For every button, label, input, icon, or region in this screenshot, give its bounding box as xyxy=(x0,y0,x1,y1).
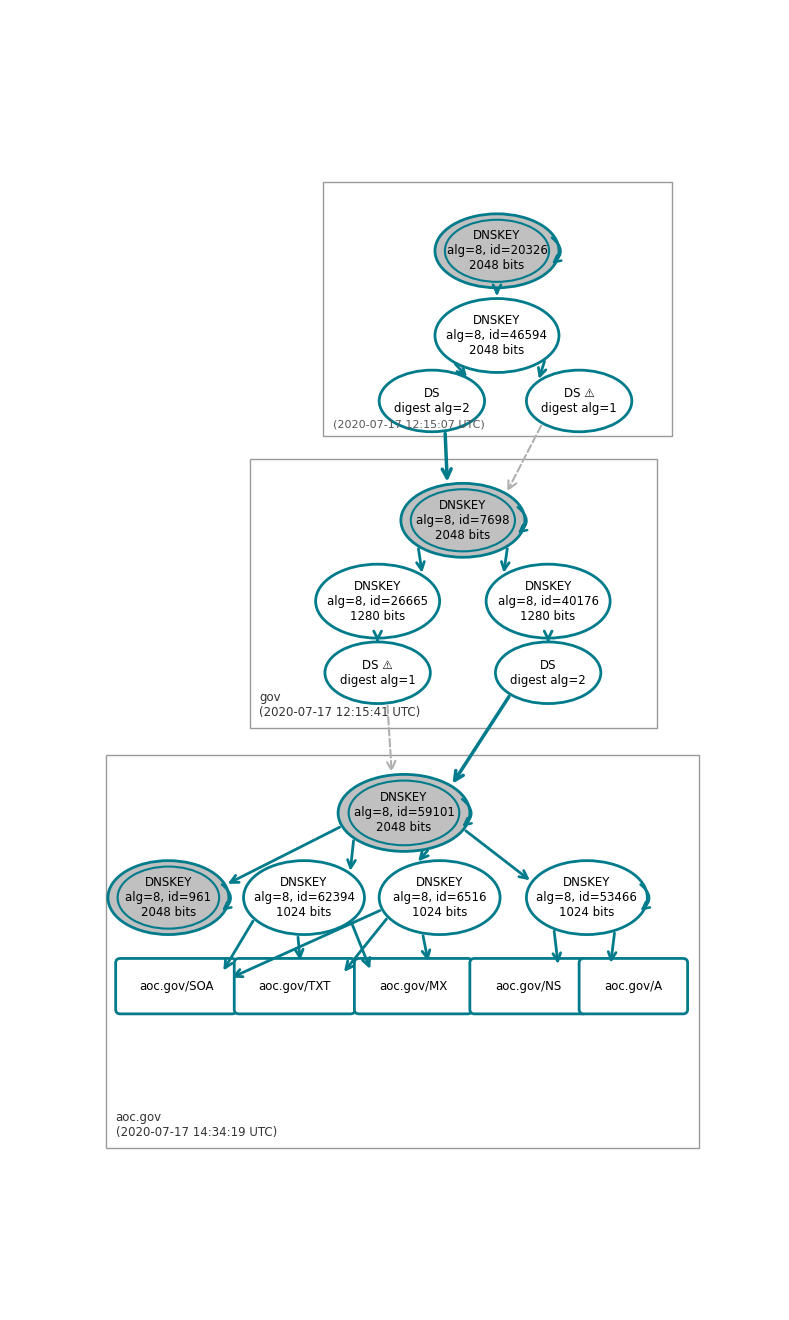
Ellipse shape xyxy=(526,370,632,432)
FancyArrowPatch shape xyxy=(222,884,231,909)
Text: aoc.gov/SOA: aoc.gov/SOA xyxy=(139,979,213,993)
FancyArrowPatch shape xyxy=(462,799,472,825)
Text: DS ⚠
digest alg=1: DS ⚠ digest alg=1 xyxy=(340,659,416,686)
Ellipse shape xyxy=(118,866,219,929)
Ellipse shape xyxy=(108,861,229,935)
Text: aoc.gov/MX: aoc.gov/MX xyxy=(380,979,447,993)
FancyBboxPatch shape xyxy=(470,958,588,1014)
Ellipse shape xyxy=(526,861,647,935)
FancyBboxPatch shape xyxy=(234,958,355,1014)
Text: aoc.gov/NS: aoc.gov/NS xyxy=(495,979,562,993)
FancyBboxPatch shape xyxy=(579,958,688,1014)
Ellipse shape xyxy=(325,642,430,704)
Text: DNSKEY
alg=8, id=20326
2048 bits: DNSKEY alg=8, id=20326 2048 bits xyxy=(447,230,548,272)
Ellipse shape xyxy=(445,219,549,282)
Ellipse shape xyxy=(244,861,365,935)
Text: aoc.gov/A: aoc.gov/A xyxy=(604,979,663,993)
FancyArrowPatch shape xyxy=(518,507,527,532)
Text: DNSKEY
alg=8, id=26665
1280 bits: DNSKEY alg=8, id=26665 1280 bits xyxy=(327,579,428,623)
Text: DNSKEY
alg=8, id=7698
2048 bits: DNSKEY alg=8, id=7698 2048 bits xyxy=(416,499,510,541)
Bar xyxy=(323,181,672,436)
Text: DS ⚠
digest alg=1: DS ⚠ digest alg=1 xyxy=(541,387,617,414)
Text: DNSKEY
alg=8, id=46594
2048 bits: DNSKEY alg=8, id=46594 2048 bits xyxy=(447,314,548,356)
Ellipse shape xyxy=(380,370,484,432)
FancyBboxPatch shape xyxy=(354,958,472,1014)
Ellipse shape xyxy=(495,642,601,704)
Text: DNSKEY
alg=8, id=6516
1024 bits: DNSKEY alg=8, id=6516 1024 bits xyxy=(393,876,486,919)
Text: DNSKEY
alg=8, id=40176
1280 bits: DNSKEY alg=8, id=40176 1280 bits xyxy=(498,579,599,623)
Bar xyxy=(250,459,656,729)
Ellipse shape xyxy=(435,298,559,372)
Text: gov
(2020-07-17 12:15:41 UTC): gov (2020-07-17 12:15:41 UTC) xyxy=(259,690,421,719)
Ellipse shape xyxy=(316,564,439,638)
Text: aoc.gov
(2020-07-17 14:34:19 UTC): aoc.gov (2020-07-17 14:34:19 UTC) xyxy=(116,1110,277,1139)
Ellipse shape xyxy=(349,780,459,845)
FancyBboxPatch shape xyxy=(116,958,237,1014)
Text: DS
digest alg=2: DS digest alg=2 xyxy=(510,659,586,686)
Text: (2020-07-17 12:15:07 UTC): (2020-07-17 12:15:07 UTC) xyxy=(333,420,484,429)
Text: DNSKEY
alg=8, id=961
2048 bits: DNSKEY alg=8, id=961 2048 bits xyxy=(125,876,211,919)
FancyArrowPatch shape xyxy=(552,238,561,263)
Text: DS
digest alg=2: DS digest alg=2 xyxy=(394,387,469,414)
Ellipse shape xyxy=(486,564,610,638)
Bar xyxy=(107,755,699,1148)
Ellipse shape xyxy=(380,861,500,935)
Text: DNSKEY
alg=8, id=62394
1024 bits: DNSKEY alg=8, id=62394 1024 bits xyxy=(253,876,354,919)
Text: DNSKEY
alg=8, id=59101
2048 bits: DNSKEY alg=8, id=59101 2048 bits xyxy=(353,792,454,834)
Ellipse shape xyxy=(401,483,525,557)
Text: DNSKEY
alg=8, id=53466
1024 bits: DNSKEY alg=8, id=53466 1024 bits xyxy=(537,876,638,919)
Ellipse shape xyxy=(338,775,470,851)
Ellipse shape xyxy=(435,214,559,288)
FancyArrowPatch shape xyxy=(641,884,650,909)
Ellipse shape xyxy=(411,490,515,552)
Text: aoc.gov/TXT: aoc.gov/TXT xyxy=(259,979,331,993)
